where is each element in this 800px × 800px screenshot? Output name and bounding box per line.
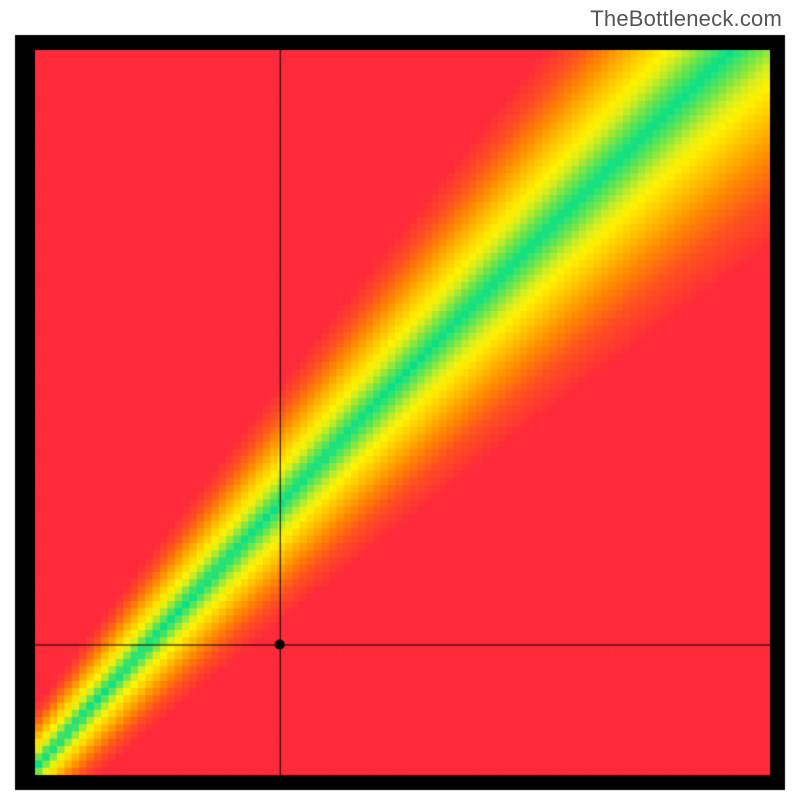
watermark-text: TheBottleneck.com [590, 6, 782, 32]
chart-container: TheBottleneck.com [0, 0, 800, 800]
bottleneck-heatmap [0, 0, 800, 800]
